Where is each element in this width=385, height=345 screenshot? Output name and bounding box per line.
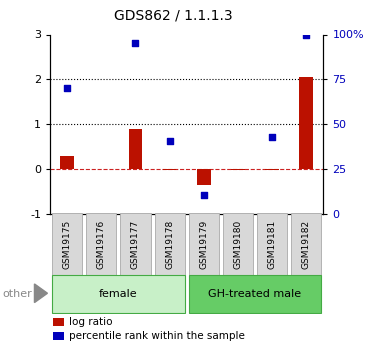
FancyBboxPatch shape [52,214,82,275]
Text: GSM19182: GSM19182 [302,219,311,269]
Bar [265,169,279,170]
FancyBboxPatch shape [52,275,185,313]
Text: GSM19181: GSM19181 [268,219,277,269]
FancyBboxPatch shape [189,214,219,275]
Polygon shape [35,284,47,303]
FancyBboxPatch shape [155,214,185,275]
FancyBboxPatch shape [257,214,287,275]
FancyBboxPatch shape [223,214,253,275]
Text: GDS862 / 1.1.1.3: GDS862 / 1.1.1.3 [114,9,233,23]
Text: GSM19176: GSM19176 [97,219,106,269]
Text: percentile rank within the sample: percentile rank within the sample [69,331,245,341]
Bar [197,169,211,185]
Point [269,134,275,139]
Text: GSM19180: GSM19180 [233,219,243,269]
Bar [300,77,313,169]
Point [201,192,207,198]
FancyBboxPatch shape [86,214,116,275]
Bar [53,332,64,340]
Text: other: other [2,289,32,299]
Bar [129,129,142,169]
Bar [163,169,176,170]
FancyBboxPatch shape [291,214,321,275]
Text: GH-treated male: GH-treated male [209,289,301,299]
Bar [53,318,64,326]
Text: GSM19177: GSM19177 [131,219,140,269]
Bar [60,157,74,169]
Bar [231,169,245,170]
Text: GSM19175: GSM19175 [63,219,72,269]
Point [64,86,70,91]
Point [167,138,173,144]
Text: GSM19179: GSM19179 [199,219,208,269]
FancyBboxPatch shape [121,214,151,275]
Point [132,40,139,45]
Text: log ratio: log ratio [69,317,113,327]
Text: female: female [99,289,138,299]
Point [303,33,310,38]
FancyBboxPatch shape [189,275,321,313]
Text: GSM19178: GSM19178 [165,219,174,269]
